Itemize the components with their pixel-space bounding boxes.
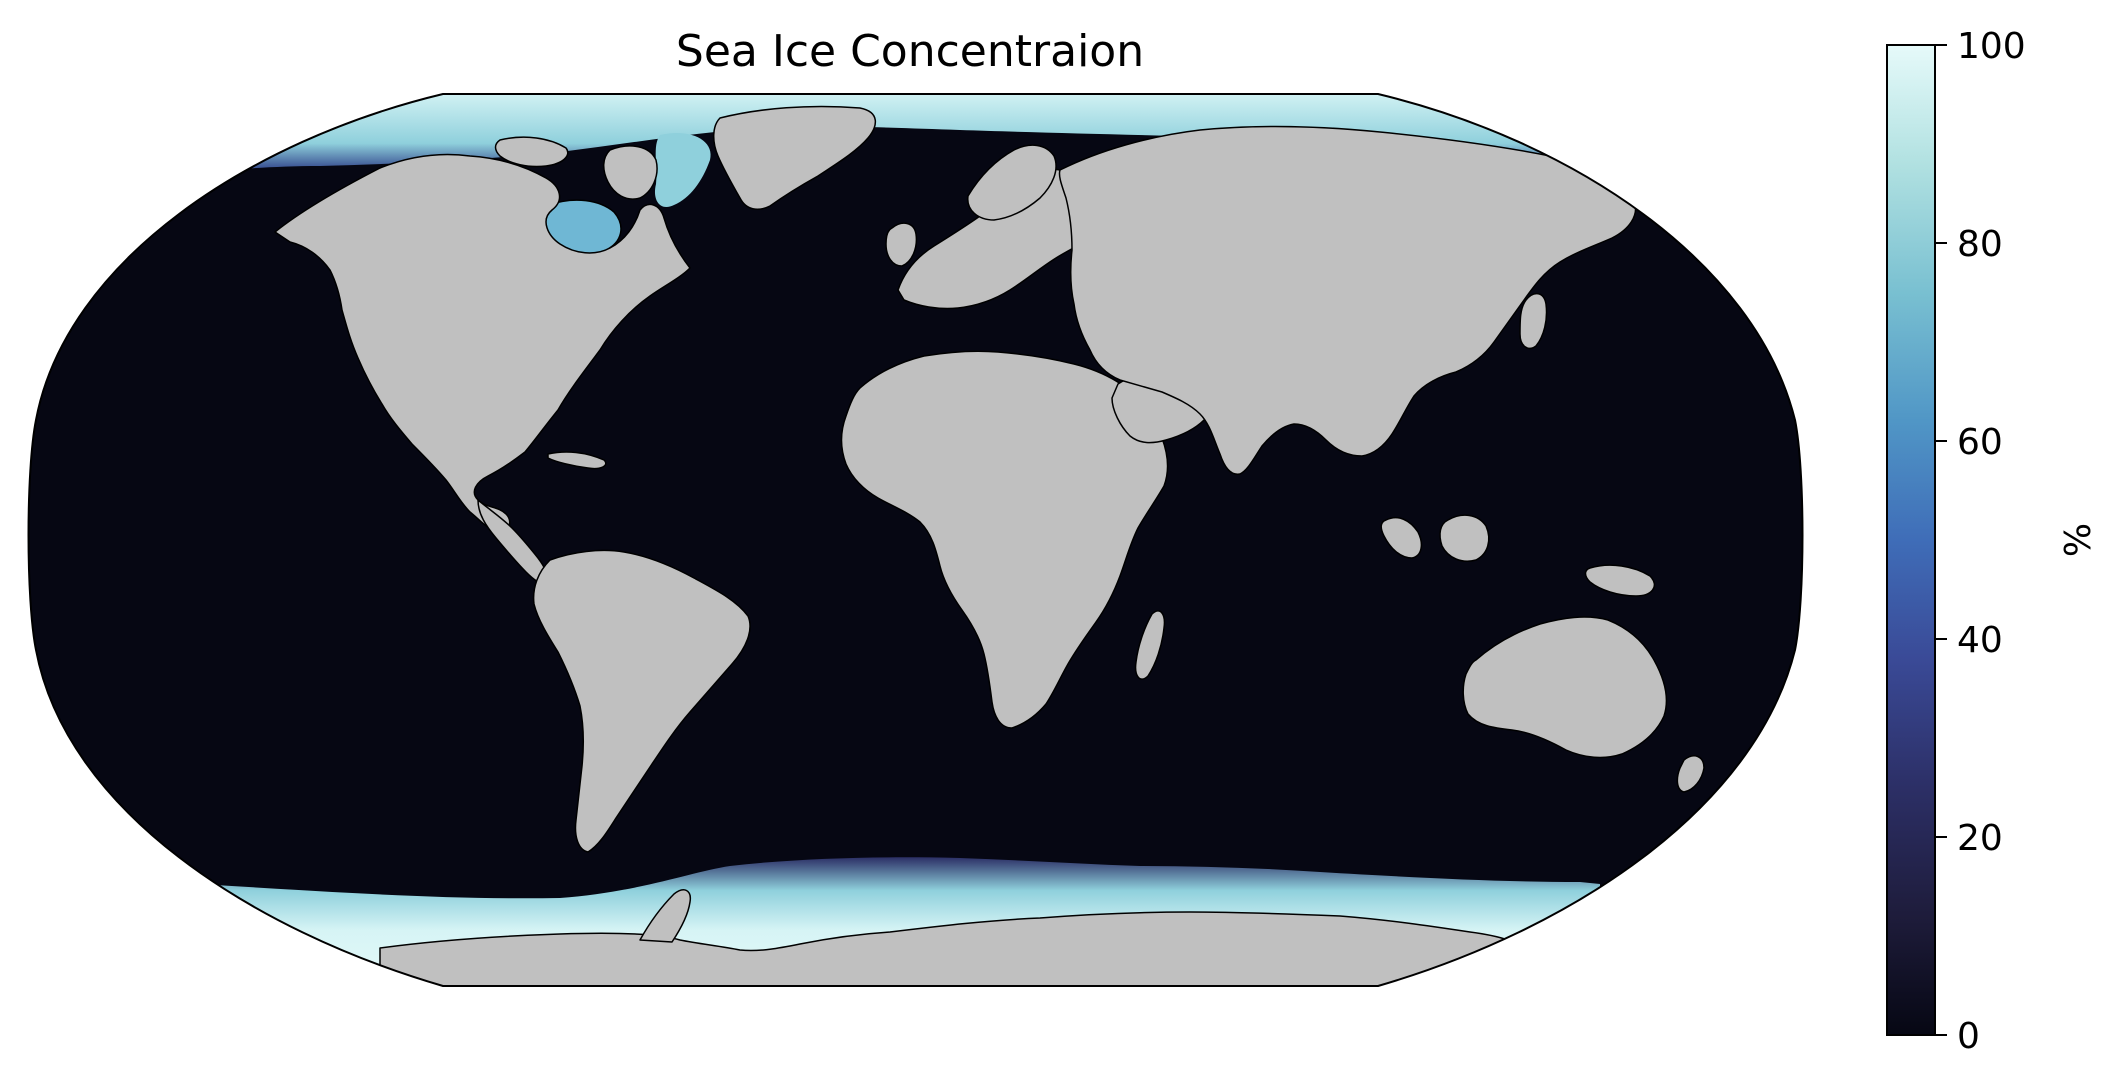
colorbar-tick-label: 80 — [1957, 224, 2003, 265]
colorbar: 0 20 40 60 80 100 % — [1886, 26, 2099, 1057]
land — [274, 105, 1705, 986]
british-isles — [885, 222, 918, 267]
japan — [1519, 292, 1548, 350]
asia — [1058, 125, 1637, 475]
cuba — [547, 451, 607, 470]
map-boundary — [27, 93, 1804, 987]
north-america — [274, 153, 691, 533]
colorbar-tick-label: 0 — [1957, 1016, 1980, 1057]
colorbar-label: % — [2058, 523, 2099, 557]
antarctica — [379, 911, 1521, 986]
baffin-island — [603, 145, 658, 200]
madagascar — [1134, 610, 1166, 680]
colorbar-tick-label: 40 — [1957, 620, 2003, 661]
colorbar-tick-label: 100 — [1957, 26, 2026, 67]
colorbar-gradient — [1886, 44, 1936, 1036]
antarctic-peninsula — [639, 889, 692, 943]
australia — [1462, 616, 1668, 759]
map-title: Sea Ice Concentraion — [676, 26, 1144, 77]
sumatra — [1380, 516, 1423, 559]
greenland — [713, 105, 876, 211]
scandinavia — [967, 144, 1057, 221]
colorbar-tick-label: 60 — [1957, 422, 2003, 463]
borneo — [1439, 514, 1490, 562]
africa — [840, 350, 1169, 729]
south-america — [532, 549, 751, 853]
baffin-bay-ice — [654, 132, 711, 208]
map-panel — [27, 93, 1804, 987]
new-guinea — [1584, 564, 1656, 597]
colorbar-ticks: 0 20 40 60 80 100 — [1935, 26, 2026, 1057]
new-zealand — [1676, 755, 1705, 793]
arctic-islands — [494, 136, 569, 168]
colorbar-tick-label: 20 — [1957, 818, 2003, 859]
